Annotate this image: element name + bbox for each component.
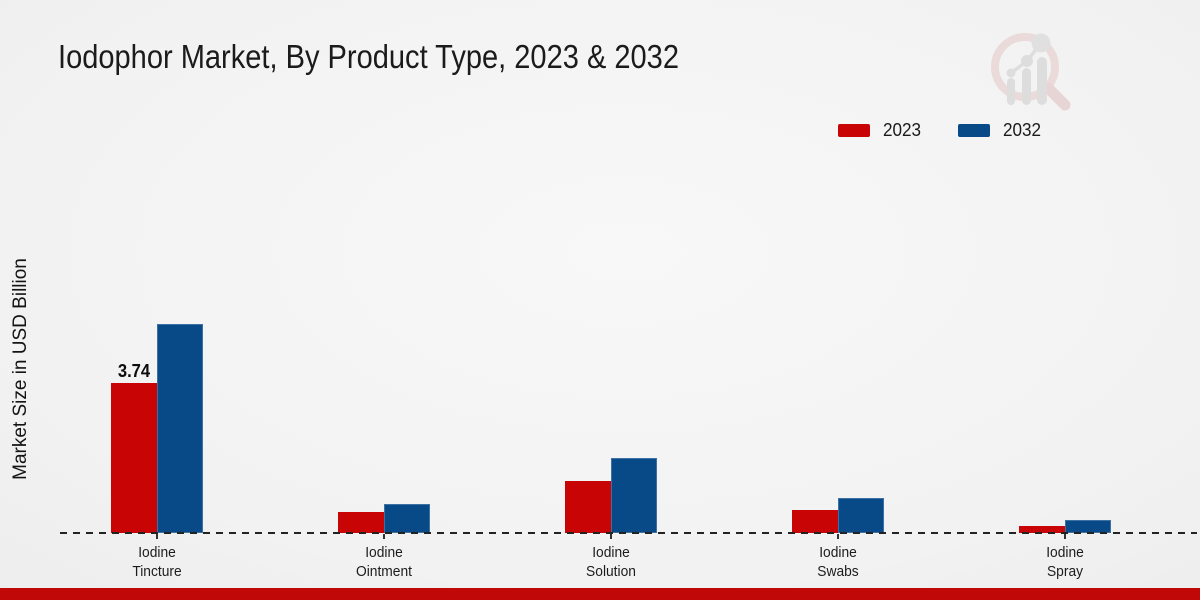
legend-swatch-2023 [838,124,870,137]
legend-label-2023: 2023 [883,120,922,140]
x-tick-label-iodine-swabs: Iodine Swabs [817,544,859,580]
x-axis-tick [837,534,839,539]
x-axis-tick [1064,534,1066,539]
bar-2023-iodine-swabs [792,510,838,533]
footer-accent-bar [0,588,1200,600]
bar-2032-iodine-ointment [384,504,430,533]
chart-title: Iodophor Market, By Product Type, 2023 &… [58,38,679,75]
x-tick-label-iodine-tincture: Iodine Tincture [132,544,182,580]
x-tick-label-iodine-solution: Iodine Solution [586,544,636,580]
x-axis-tick [610,534,612,539]
zero-axis-line [60,532,1197,534]
legend-item-2023: 2023 [838,120,923,141]
bar-2023-iodine-solution [565,481,611,533]
x-tick-label-iodine-ointment: Iodine Ointment [355,544,412,580]
legend: 2023 2032 [838,120,1043,141]
x-tick-label-iodine-spray: Iodine Spray [1046,544,1084,580]
x-axis-tick [383,534,385,539]
bar-2023-iodine-spray [1019,526,1065,533]
magnifier-bar-chart-logo-icon [991,33,1071,111]
legend-label-2032: 2032 [1003,120,1042,140]
bar-2032-iodine-solution [611,458,657,533]
bar-2023-iodine-ointment [338,512,384,533]
bar-2032-iodine-swabs [838,498,884,533]
bar-2032-iodine-tincture [157,324,203,533]
bar-2023-iodine-tincture [111,383,157,533]
legend-swatch-2032 [958,124,991,137]
x-axis-tick [156,534,158,539]
bar-2032-iodine-spray [1065,520,1111,533]
legend-item-2032: 2032 [958,120,1043,141]
bar-value-label: 3.74 [117,361,151,381]
